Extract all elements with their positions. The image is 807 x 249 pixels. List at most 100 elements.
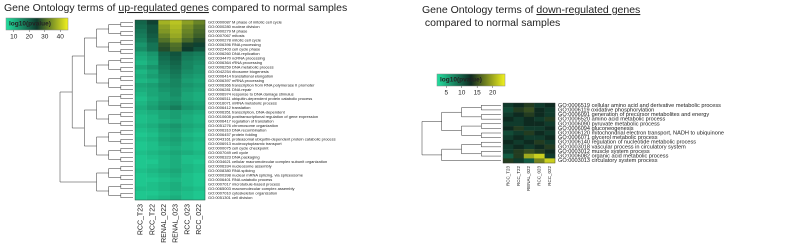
- column-label: RCC_022: [547, 166, 552, 186]
- heatmap-cell: [181, 101, 194, 106]
- heatmap-cell: [503, 158, 514, 164]
- heatmap-cell: [135, 29, 147, 34]
- heatmap-cell: [181, 119, 194, 124]
- dendrogram-branch: [120, 103, 133, 108]
- dendrogram-branch: [120, 22, 133, 27]
- heatmap-cell: [513, 158, 524, 164]
- heatmap-cell: [170, 29, 182, 34]
- heatmap-cell: [193, 83, 206, 88]
- heatmap-cell: [523, 112, 535, 118]
- dendrogram-branch: [120, 175, 133, 180]
- heatmap-cell: [193, 137, 206, 142]
- heatmap-cell: [158, 92, 171, 97]
- heatmap-cell: [544, 139, 556, 145]
- row-label: GO:0003012 muscle system process: [558, 149, 650, 155]
- heatmap-cell: [158, 87, 171, 93]
- dendrogram-branch: [108, 132, 121, 142]
- heatmap-cell: [181, 164, 194, 169]
- heatmap-cell: [170, 137, 182, 142]
- heatmap-cell: [193, 105, 206, 111]
- heatmap-cell: [146, 42, 159, 48]
- row-label: GO:0000087 M phase of mitotic cell cycle: [208, 19, 283, 24]
- heatmap-cell: [544, 158, 556, 164]
- heatmap-cell: [158, 33, 171, 39]
- dendrogram-branch: [481, 105, 501, 111]
- dendrogram-branch: [108, 96, 121, 106]
- heatmap-cell: [181, 38, 194, 43]
- heatmap-cell: [170, 159, 182, 165]
- heatmap-cell: [135, 92, 147, 97]
- heatmap-cell: [146, 78, 159, 84]
- heatmap-cell: [135, 33, 147, 39]
- row-label: GO:0042254 ribosome biogenesis: [208, 69, 269, 74]
- dendrogram-branch: [421, 121, 442, 156]
- heatmap-cell: [146, 150, 159, 156]
- dendrogram-branch: [120, 130, 133, 135]
- dendrogram-branch: [96, 64, 109, 84]
- row-label: GO:0007017 microtubule-based process: [208, 181, 280, 186]
- column-label: RCC_023: [537, 166, 542, 186]
- heatmap-cell: [135, 150, 147, 156]
- heatmap-cell: [146, 128, 159, 133]
- heatmap-cell: [513, 126, 524, 131]
- heatmap-cell: [503, 139, 514, 145]
- heatmap-cell: [146, 168, 159, 174]
- heatmap-cell: [170, 83, 182, 88]
- row-label: GO:0006913 nucleocytoplasmic transport: [208, 141, 282, 146]
- dendrogram-branch: [461, 144, 482, 155]
- heatmap-cell: [544, 144, 556, 150]
- heatmap-cell: [513, 103, 524, 108]
- heatmap-cell: [181, 110, 194, 115]
- row-label: GO:0007067 mitosis: [208, 33, 244, 38]
- row-label: GO:0006119 oxidative phosphorylation: [558, 107, 654, 113]
- heatmap-cell: [181, 146, 194, 151]
- heatmap-cell: [135, 69, 147, 75]
- heatmap-cell: [170, 182, 182, 187]
- colorbar-tick-label: 40: [57, 34, 65, 41]
- heatmap-cell: [503, 126, 514, 131]
- heatmap-cell: [193, 51, 206, 57]
- heatmap-cell: [534, 153, 545, 159]
- heatmap-cell: [135, 159, 147, 165]
- heatmap-cell: [534, 158, 545, 164]
- heatmap-cell: [146, 33, 159, 39]
- heatmap-cell: [193, 60, 206, 66]
- heatmap-cell: [181, 155, 194, 160]
- row-label: GO:0006351 transcription, DNA-dependent: [208, 109, 286, 114]
- row-label: GO:0010608 posttranscriptional regulatio…: [208, 114, 318, 119]
- heatmap-cell: [534, 107, 545, 113]
- heatmap-cell: [193, 141, 206, 147]
- heatmap-cell: [193, 29, 206, 34]
- heatmap-cell: [181, 195, 194, 201]
- heatmap-cell: [135, 110, 147, 115]
- heatmap-cell: [135, 20, 147, 25]
- heatmap-cell: [158, 173, 171, 178]
- heatmap-cell: [170, 105, 182, 111]
- heatmap-cell: [181, 87, 194, 93]
- heatmap-cell: [170, 24, 182, 30]
- heatmap-cell: [513, 107, 524, 113]
- dendrogram-branch: [481, 151, 501, 157]
- heatmap-cell: [181, 191, 194, 196]
- heatmap-cell: [146, 51, 159, 57]
- dendrogram-branch: [108, 186, 121, 196]
- row-label: GO:0006071 glycerol metabolic process: [558, 135, 658, 141]
- heatmap-cell: [193, 119, 206, 124]
- row-label: GO:0006082 organic acid metabolic proces…: [558, 154, 669, 160]
- dendrogram-branch: [120, 139, 133, 144]
- colorbar-tick-label: 10: [10, 34, 18, 41]
- heatmap-cell: [146, 92, 159, 97]
- heatmap-cell: [170, 141, 182, 147]
- title-part: compared to normal samples: [422, 17, 560, 29]
- heatmap-cell: [146, 96, 159, 102]
- heatmap-cell: [181, 96, 194, 102]
- heatmap-cell: [503, 135, 514, 141]
- row-label: GO:0000075 cell cycle checkpoint: [208, 145, 269, 150]
- dendrogram-branch: [120, 67, 133, 72]
- column-label: RENAL_023: [173, 204, 180, 243]
- title-part: Gene Ontology terms of: [4, 2, 118, 14]
- row-label: GO:0006412 translation: [208, 105, 250, 110]
- heatmap-cell: [193, 168, 206, 174]
- heatmap-cell: [193, 56, 206, 61]
- heatmap-cell: [158, 195, 171, 201]
